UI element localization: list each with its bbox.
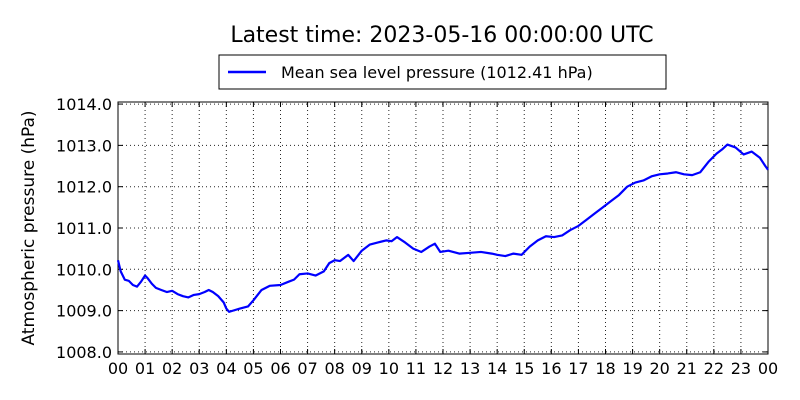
y-tick-label: 1012.0 [56,178,112,197]
x-tick-label: 18 [595,359,615,378]
x-tick-label: 17 [568,359,588,378]
series-layer [116,143,769,313]
x-tick-label: 00 [758,359,778,378]
tick-labels: 00 01 02 03 04 05 06 07 08 09 10 11 12 13 14 15 16 17 18 19… [56,95,778,378]
series-line-mean-sea-level-pressure [116,143,769,313]
x-tick-label: 21 [677,359,697,378]
x-tick-label: 07 [297,359,317,378]
grid-lines [118,102,768,354]
x-tick-label: 05 [243,359,263,378]
x-tick-label: 12 [433,359,453,378]
y-tick-label: 1011.0 [56,219,112,238]
x-tick-label: 23 [731,359,751,378]
y-tick-label: 1008.0 [56,343,112,362]
chart-title: Latest time: 2023-05-16 00:00:00 UTC [230,23,653,48]
y-axis-label: Atmospheric pressure (hPa) [19,110,39,345]
x-tick-label: 00 [108,359,128,378]
y-tick-label: 1014.0 [56,95,112,114]
legend-box [218,54,667,90]
x-tick-label: 22 [704,359,724,378]
x-tick-label: 14 [487,359,507,378]
x-tick-label: 16 [541,359,561,378]
x-tick-label: 08 [324,359,344,378]
plot-frame [117,101,769,355]
x-tick-label: 06 [270,359,290,378]
y-tick-label: 1010.0 [56,260,112,279]
x-tick-label: 09 [352,359,372,378]
x-tick-label: 03 [189,359,209,378]
y-tick-label: 1009.0 [56,302,112,321]
x-tick-label: 04 [216,359,236,378]
legend-label: Mean sea level pressure (1012.41 hPa) [281,63,593,82]
x-tick-label: 13 [460,359,480,378]
y-tick-label: 1013.0 [56,136,112,155]
x-tick-label: 19 [622,359,642,378]
legend: Mean sea level pressure (1012.41 hPa) [218,54,667,90]
x-tick-label: 02 [162,359,182,378]
x-tick-label: 10 [379,359,399,378]
x-tick-label: 11 [406,359,426,378]
x-tick-label: 15 [514,359,534,378]
x-tick-label: 01 [135,359,155,378]
x-tick-label: 20 [649,359,669,378]
